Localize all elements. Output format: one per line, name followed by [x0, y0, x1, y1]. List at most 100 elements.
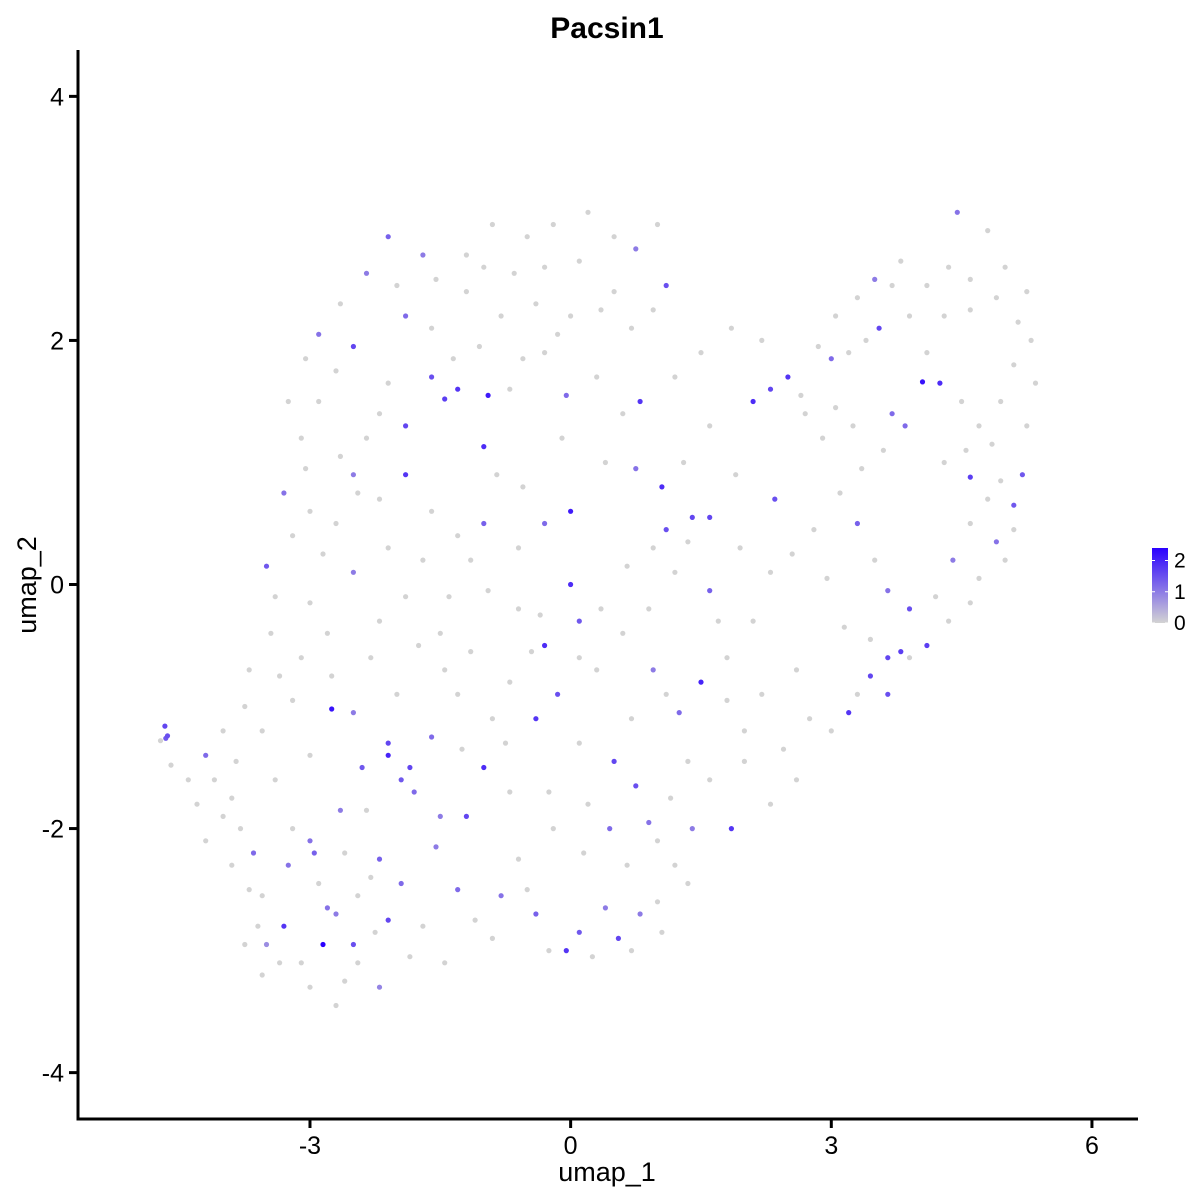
data-point: [637, 911, 643, 917]
data-point: [967, 600, 973, 606]
data-point: [767, 569, 774, 575]
data-point: [624, 563, 630, 569]
data-point: [854, 520, 861, 527]
data-point: [363, 435, 370, 441]
data-point: [385, 380, 391, 386]
data-point: [1024, 289, 1030, 295]
data-point: [316, 331, 322, 337]
data-point: [342, 978, 348, 984]
data-point: [737, 545, 743, 551]
data-point: [485, 392, 491, 398]
data-point: [598, 307, 604, 313]
data-point: [646, 606, 652, 612]
data-point: [533, 911, 539, 917]
data-point: [376, 411, 383, 417]
data-point: [620, 630, 626, 636]
data-point: [698, 679, 704, 685]
data-point: [1032, 380, 1039, 386]
data-point: [837, 490, 843, 496]
data-point: [637, 398, 643, 405]
data-point: [246, 887, 252, 893]
data-point: [307, 984, 313, 990]
data-point: [359, 764, 365, 771]
data-point: [828, 356, 834, 362]
data-point: [333, 368, 339, 374]
data-point: [906, 655, 913, 661]
data-point: [211, 777, 217, 783]
data-point: [259, 893, 265, 899]
y-tick-label: 4: [50, 83, 64, 111]
data-point: [846, 350, 852, 356]
data-point: [707, 423, 713, 429]
data-point: [481, 764, 487, 771]
data-point: [203, 838, 209, 844]
data-point: [350, 569, 356, 575]
data-point: [1028, 337, 1034, 343]
colorbar-legend: 0 1 2: [1152, 548, 1186, 635]
data-point: [785, 374, 791, 380]
colorbar-tick-label: 0: [1174, 612, 1186, 635]
data-point: [272, 777, 278, 783]
data-point: [976, 575, 982, 582]
data-point: [663, 691, 669, 697]
data-point: [685, 880, 691, 887]
data-point: [429, 508, 435, 514]
data-point: [307, 600, 313, 606]
data-point: [559, 435, 565, 441]
data-point: [537, 612, 543, 618]
x-tick-label: 3: [824, 1132, 838, 1160]
data-point: [602, 459, 609, 466]
data-point: [1024, 423, 1030, 429]
data-point: [298, 435, 304, 441]
data-point: [759, 337, 765, 343]
data-point: [489, 221, 495, 228]
data-point: [455, 691, 461, 697]
x-tick-label: 0: [564, 1132, 578, 1160]
data-point: [602, 905, 609, 911]
data-point: [468, 557, 474, 563]
data-point: [442, 960, 448, 966]
data-point: [316, 398, 322, 405]
data-point: [568, 313, 574, 319]
data-point: [515, 545, 522, 551]
data-point: [550, 826, 556, 832]
data-point: [898, 258, 904, 264]
data-point: [685, 539, 691, 545]
data-point: [1002, 264, 1008, 270]
data-point: [650, 307, 656, 313]
data-point: [342, 850, 348, 856]
data-point: [589, 954, 596, 960]
data-point: [542, 264, 548, 270]
data-point: [194, 801, 200, 807]
data-point: [515, 606, 522, 612]
data-point: [502, 740, 509, 746]
data-point: [350, 472, 356, 478]
data-point: [481, 444, 487, 450]
data-point: [963, 447, 969, 453]
data-point: [320, 941, 326, 948]
data-point: [528, 649, 535, 655]
data-point: [290, 697, 296, 704]
data-point: [594, 374, 600, 380]
data-point: [863, 337, 869, 343]
data-point: [668, 795, 674, 801]
data-point: [607, 826, 613, 832]
data-point: [555, 331, 561, 337]
data-point: [290, 826, 296, 832]
data-point: [576, 258, 582, 264]
data-point: [385, 917, 391, 923]
data-point: [889, 282, 895, 289]
data-point: [867, 636, 874, 643]
data-point: [946, 264, 952, 270]
data-point: [707, 588, 713, 594]
data-point: [611, 758, 617, 765]
data-point: [433, 844, 439, 850]
data-point: [941, 313, 947, 319]
data-point: [741, 728, 748, 734]
data-point: [789, 551, 795, 557]
data-point: [489, 716, 495, 722]
data-point: [798, 392, 804, 398]
data-point: [368, 655, 374, 661]
data-point: [407, 954, 413, 960]
